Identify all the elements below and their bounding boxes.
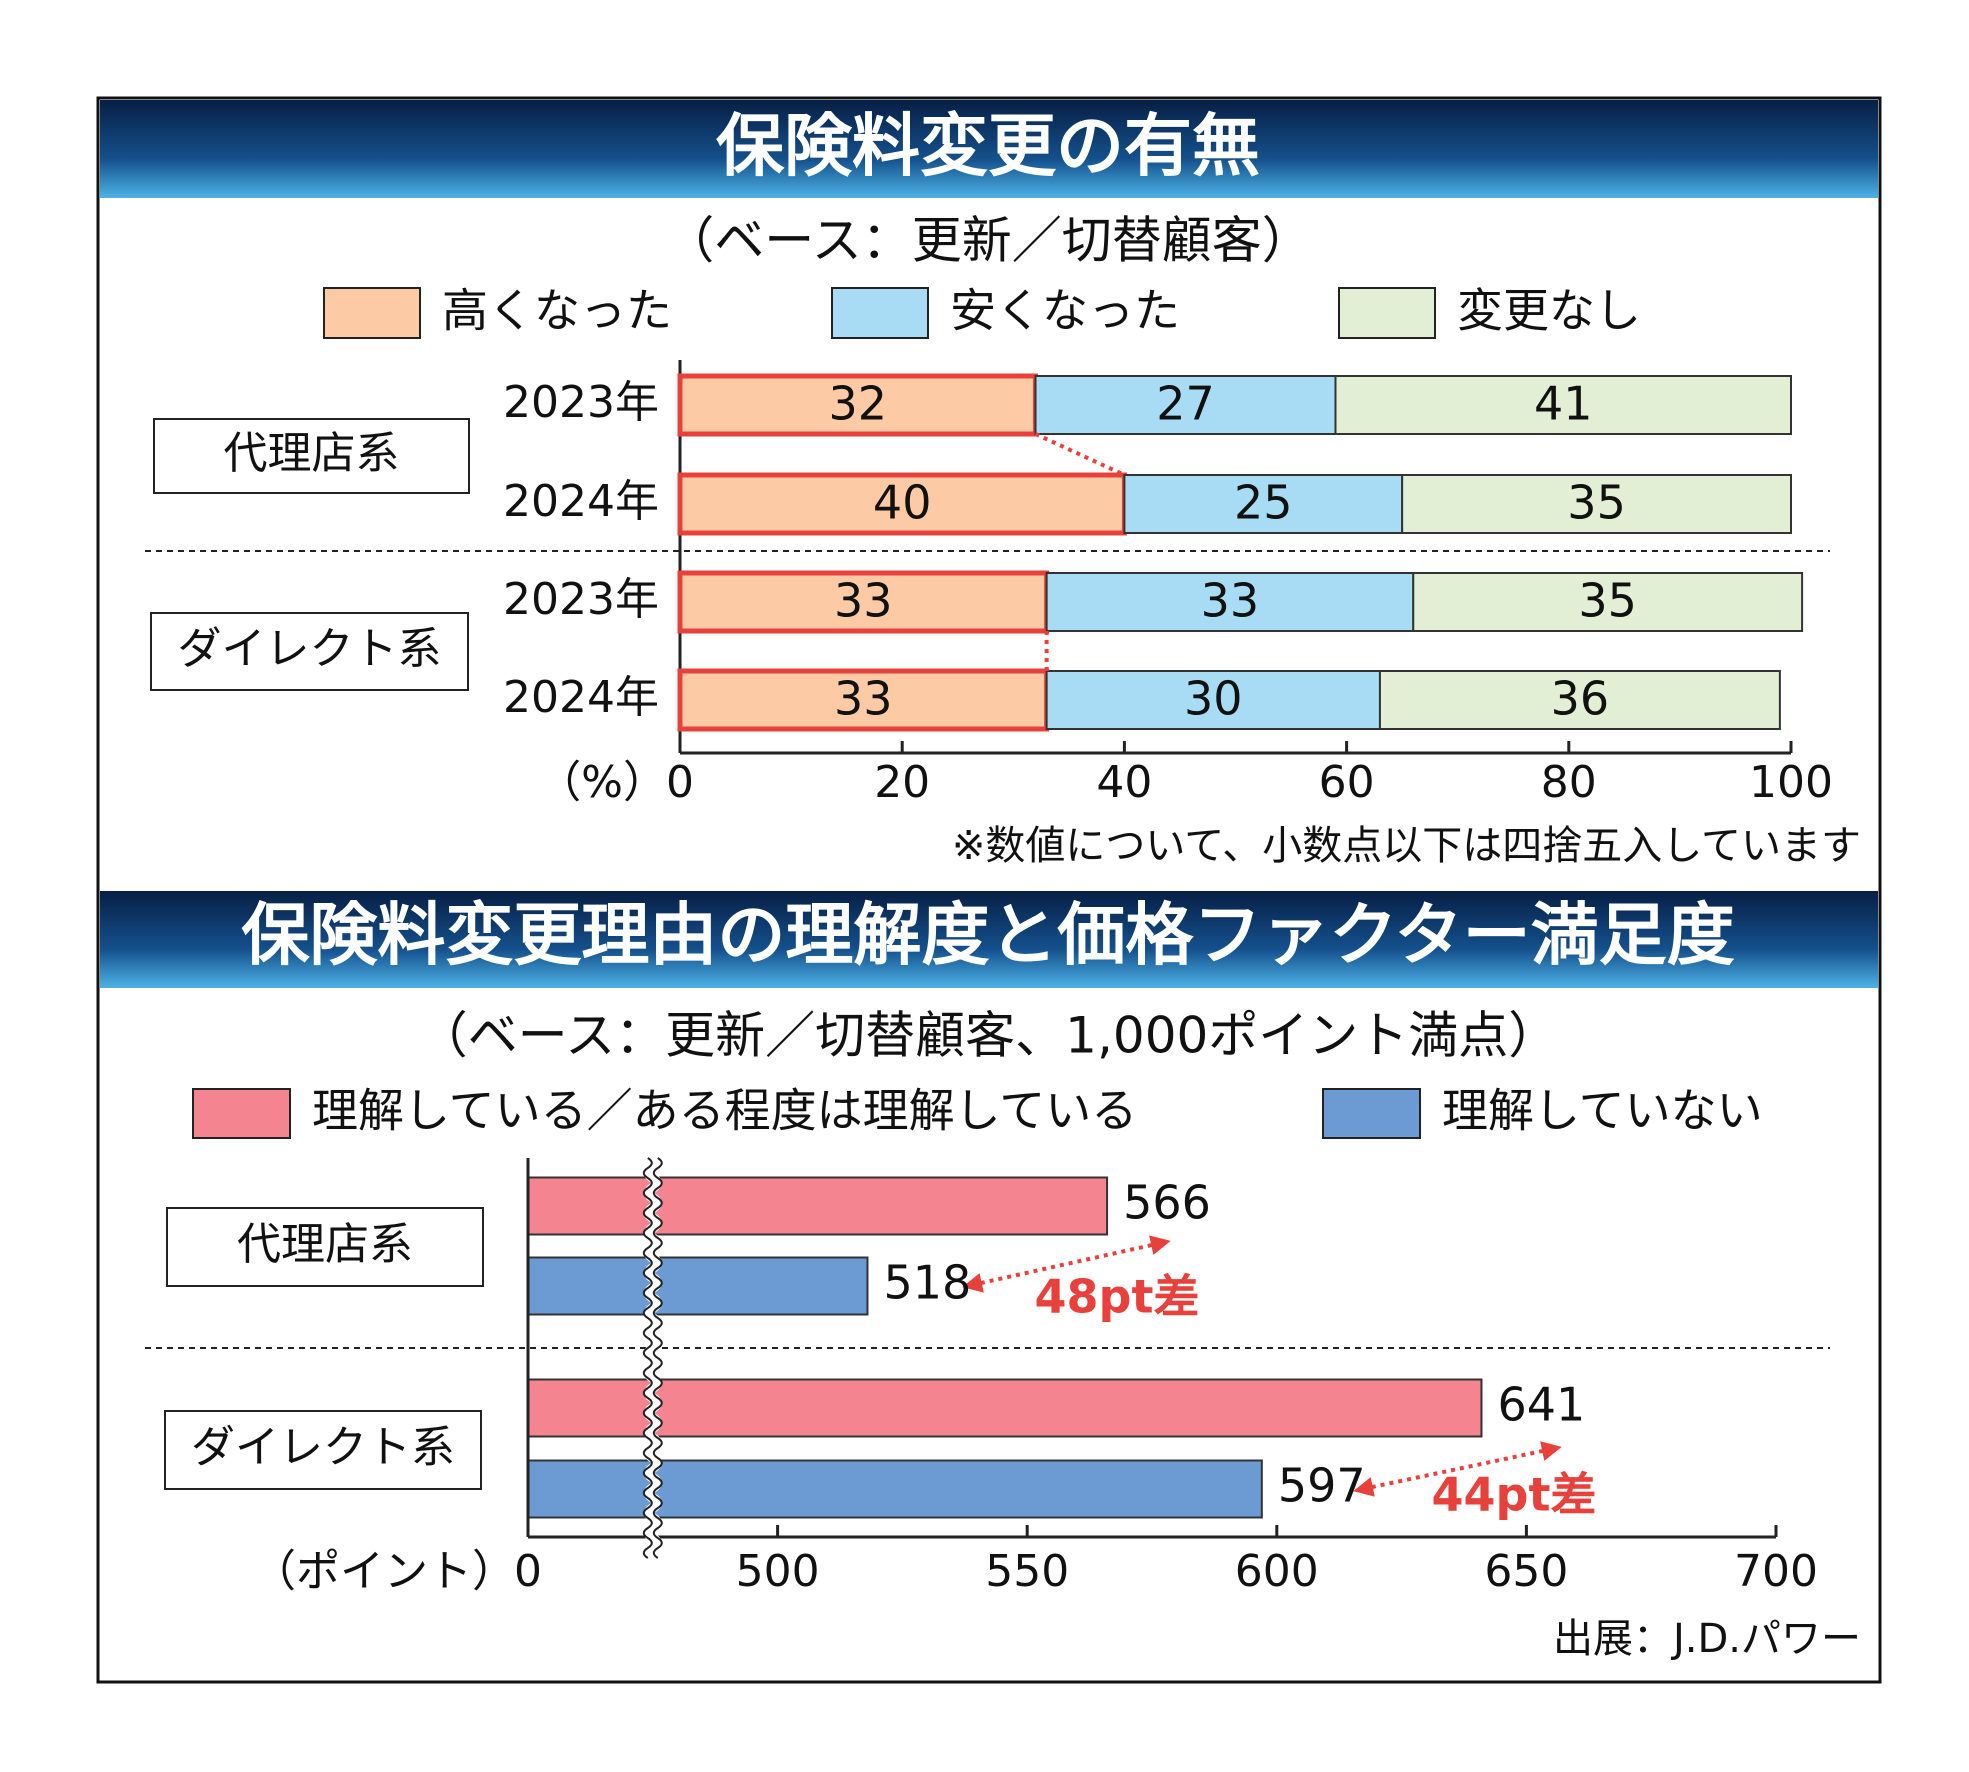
value-label: 641 xyxy=(1497,1378,1585,1432)
bar-segment xyxy=(1412,572,1804,632)
legend-label: 理解していない xyxy=(1442,1084,1763,1138)
banner xyxy=(100,100,1878,198)
category-label: 2024年 xyxy=(503,672,659,723)
chart-title: 保険料変更理由の理解度と価格ファクター満足度 xyxy=(241,897,1734,976)
group-label: ダイレクト系 xyxy=(178,624,442,675)
axis-break xyxy=(643,1153,662,1563)
category-label: 2024年 xyxy=(503,476,659,527)
source: 出展：J.D.パワー xyxy=(1553,1616,1861,1662)
group-label: ダイレクト系 xyxy=(191,1422,455,1473)
annotation: 48pt差 xyxy=(1035,1270,1200,1324)
category-label: 2023年 xyxy=(503,377,659,428)
connector xyxy=(1034,432,1126,477)
bar-segment xyxy=(677,570,1050,634)
bar-segment xyxy=(677,472,1127,536)
value-label: 33 xyxy=(1201,574,1260,628)
x-tick-label: 650 xyxy=(1484,1546,1568,1597)
value-label: 32 xyxy=(828,377,887,431)
bar-segment xyxy=(677,373,1039,437)
bar-segment xyxy=(1401,474,1793,534)
group-box xyxy=(166,1207,484,1287)
x-axis-label: （ポイント） xyxy=(252,1546,516,1597)
bar-segment xyxy=(1045,572,1415,632)
banner xyxy=(100,891,1878,988)
legend-swatch xyxy=(831,287,929,339)
value-label: 597 xyxy=(1278,1459,1366,1513)
bar-segment xyxy=(1334,375,1792,435)
value-label: 35 xyxy=(1567,476,1626,530)
legend-swatch xyxy=(1322,1088,1421,1139)
x-tick-label: 0 xyxy=(514,1546,542,1597)
x-tick-label: 100 xyxy=(1749,757,1833,808)
x-tick-label: 20 xyxy=(874,757,930,808)
annotation: 44pt差 xyxy=(1432,1468,1597,1522)
bar-segment xyxy=(1123,474,1404,534)
x-tick-label: 500 xyxy=(736,1546,820,1597)
bar xyxy=(527,1176,1109,1236)
axis-break xyxy=(642,1157,653,1559)
group-box xyxy=(153,418,470,494)
value-label: 518 xyxy=(883,1256,971,1310)
x-tick-label: 600 xyxy=(1235,1546,1319,1597)
bar xyxy=(527,1378,1483,1438)
value-label: 566 xyxy=(1123,1176,1211,1230)
group-box xyxy=(150,612,469,691)
value-label: 25 xyxy=(1234,476,1293,530)
value-label: 36 xyxy=(1551,672,1610,726)
bar-segment xyxy=(1034,375,1337,435)
subtitle: （ベース：更新／切替顧客、1,000ポイント満点） xyxy=(418,1007,1559,1065)
group-label: 代理店系 xyxy=(224,428,400,479)
x-tick-label: 80 xyxy=(1541,757,1597,808)
legend-label: 理解している／ある程度は理解している xyxy=(312,1084,1137,1138)
group-label: 代理店系 xyxy=(237,1219,413,1270)
value-label: 40 xyxy=(873,476,932,530)
note: ※数値について、小数点以下は四捨五入しています xyxy=(952,823,1861,869)
value-label: 30 xyxy=(1184,672,1243,726)
bar xyxy=(527,1256,869,1316)
legend-swatch xyxy=(192,1088,291,1139)
x-axis-label: （%） xyxy=(537,757,667,808)
x-tick-label: 700 xyxy=(1734,1546,1818,1597)
legend-label: 高くなった xyxy=(442,284,672,338)
legend-label: 変更なし xyxy=(1457,284,1641,338)
x-tick-label: 0 xyxy=(666,757,694,808)
group-box xyxy=(164,1410,482,1490)
chart-title: 保険料変更の有無 xyxy=(716,108,1260,187)
x-tick-label: 40 xyxy=(1096,757,1152,808)
x-tick-label: 60 xyxy=(1319,757,1375,808)
legend-swatch xyxy=(1338,287,1436,339)
bar-segment xyxy=(1378,670,1781,730)
value-label: 35 xyxy=(1578,574,1637,628)
axis-break xyxy=(652,1157,663,1559)
value-label: 41 xyxy=(1534,377,1593,431)
legend-label: 安くなった xyxy=(950,284,1180,338)
subtitle: （ベース：更新／切替顧客） xyxy=(664,212,1312,270)
value-label: 33 xyxy=(834,574,893,628)
value-label: 33 xyxy=(834,672,893,726)
value-label: 27 xyxy=(1156,377,1215,431)
x-tick-label: 550 xyxy=(985,1546,1069,1597)
bar xyxy=(527,1459,1263,1519)
category-label: 2023年 xyxy=(503,574,659,625)
legend-swatch xyxy=(323,287,421,339)
